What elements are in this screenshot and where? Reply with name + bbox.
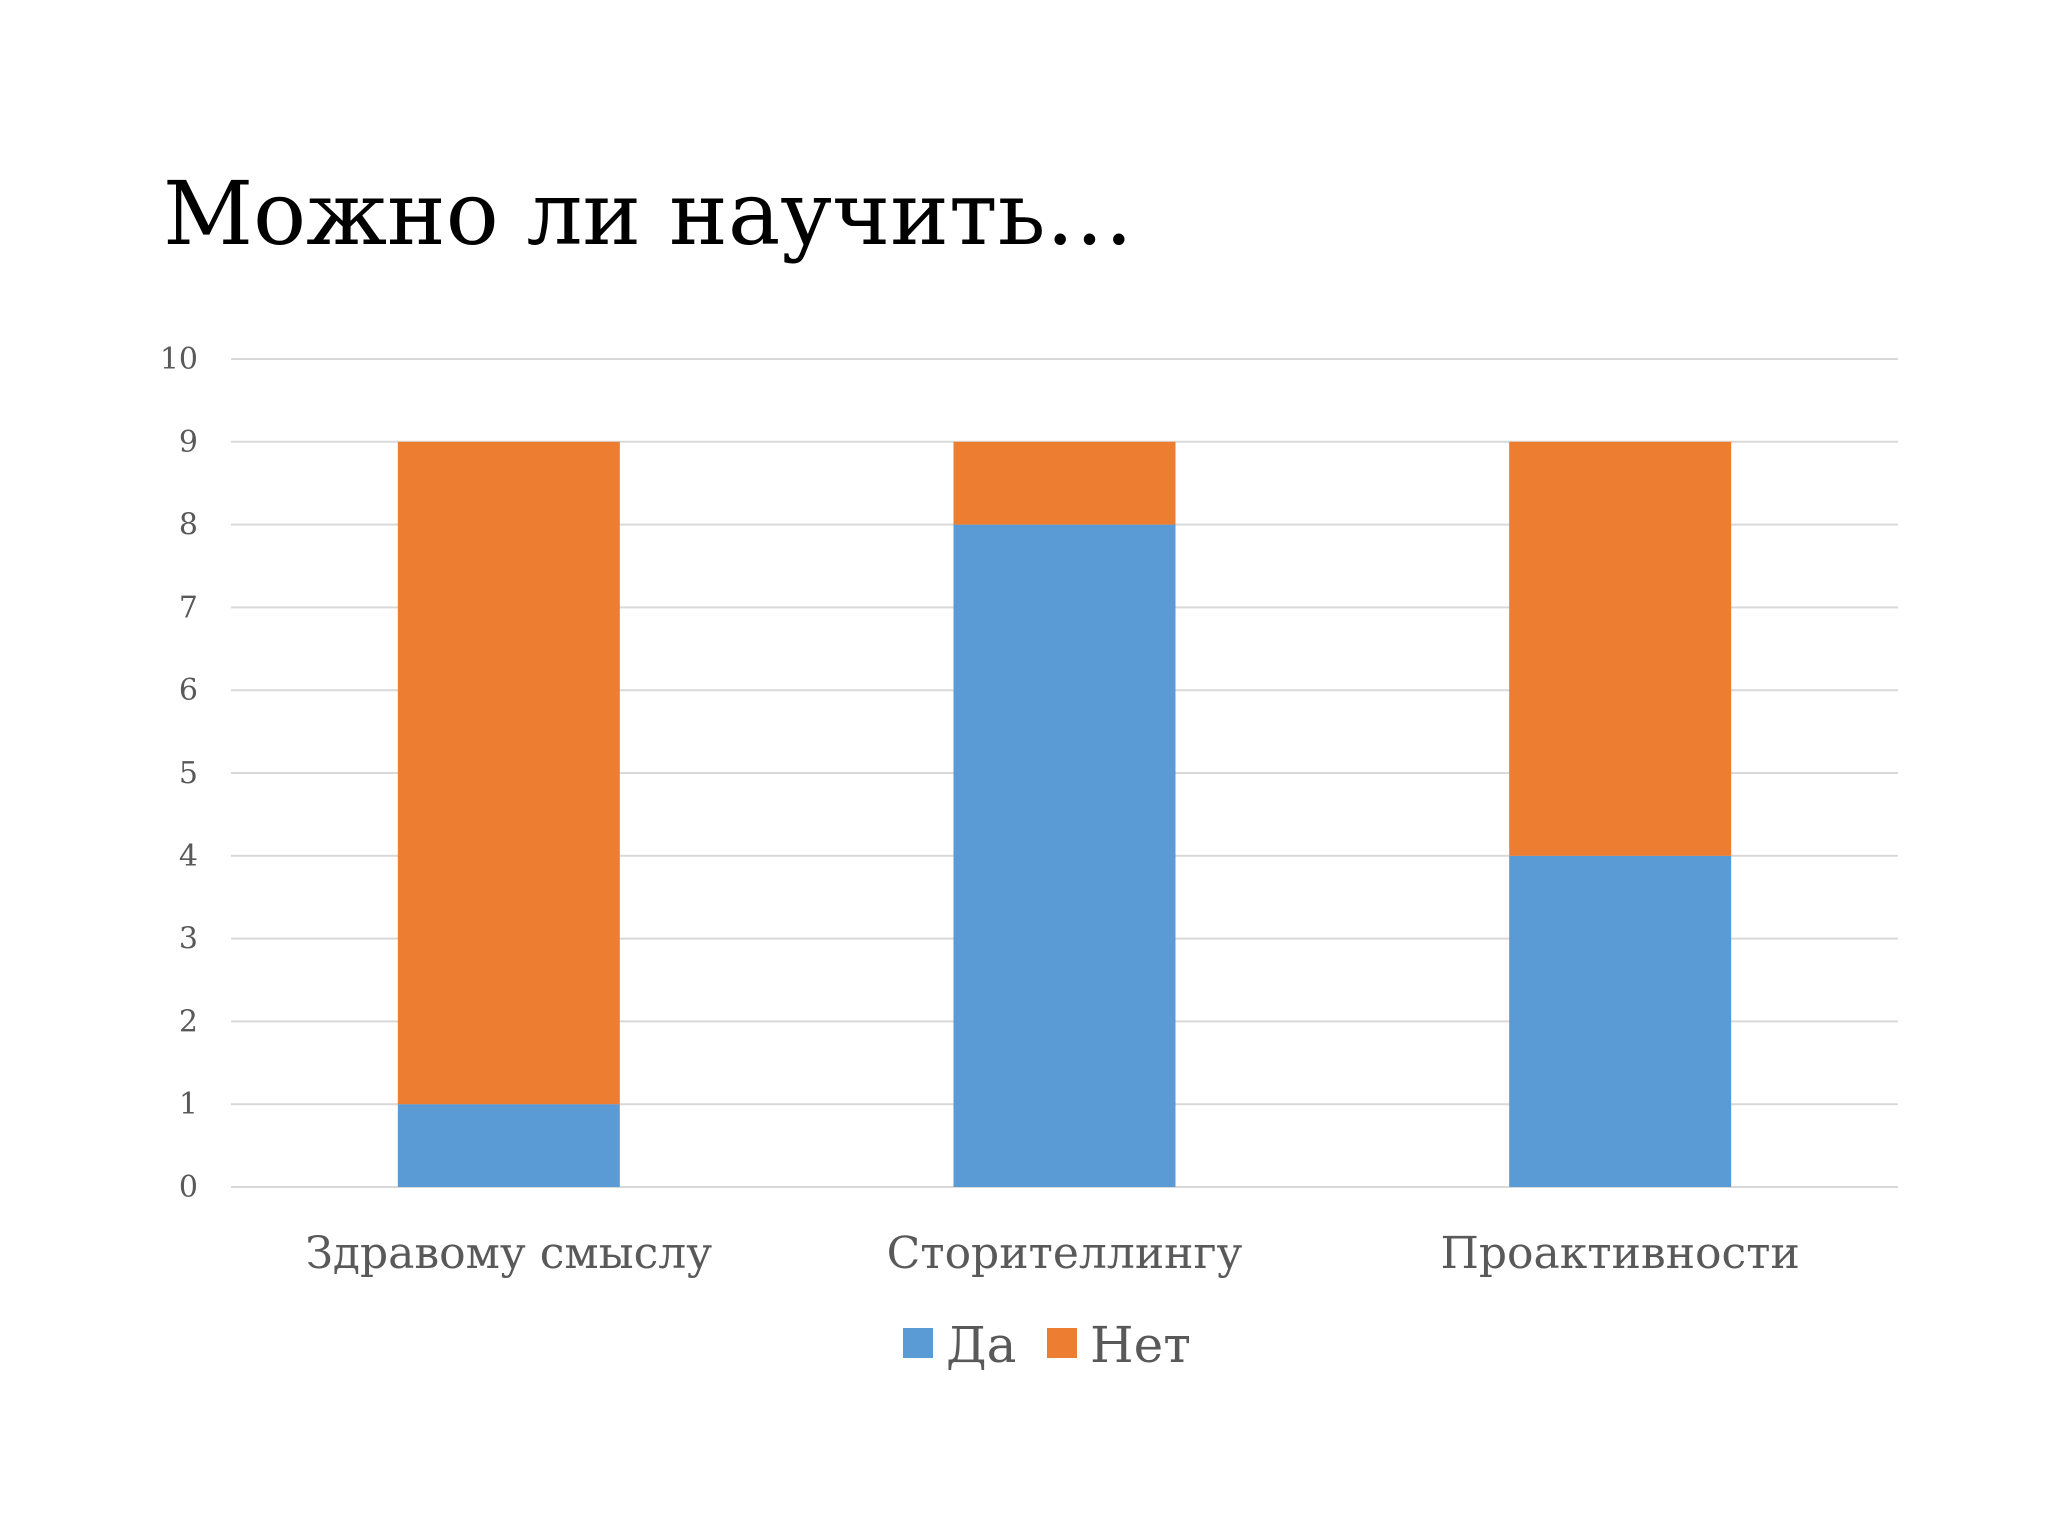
bar-da-0 [397,1104,620,1187]
bar-net-1 [953,441,1176,525]
bar-net-0 [397,441,620,1105]
y-tick-label: 2 [179,1004,198,1039]
y-tick-label: 1 [179,1087,198,1122]
category-label: Сторителлингу [887,1228,1243,1279]
legend-swatch-da [903,1328,933,1358]
category-label: Проактивности [1441,1228,1800,1279]
bar-da-1 [953,524,1176,1187]
y-tick-label: 3 [179,922,198,957]
y-tick-label: 9 [179,425,198,460]
y-tick-label: 7 [179,590,198,625]
y-tick-label: 6 [179,673,198,708]
y-tick-label: 0 [179,1170,198,1205]
category-label: Здравому смыслу [306,1228,713,1279]
slide-title: Можно ли научить… [163,162,1134,265]
legend-label-net: Нет [1090,1316,1191,1374]
y-tick-label: 5 [179,756,198,791]
bar-da-2 [1509,855,1732,1187]
category-labels: Здравому смыслу Сторителлингу Проактивност… [306,1228,1800,1279]
y-tick-label: 4 [179,839,198,874]
bars [397,441,1732,1187]
bar-net-2 [1509,441,1732,856]
legend: Да Нет [903,1316,1191,1374]
legend-label-da: Да [946,1316,1016,1374]
y-tick-label: 10 [160,342,198,377]
legend-swatch-net [1047,1328,1077,1358]
y-axis-ticks: 0 1 2 3 4 5 6 7 8 9 10 [160,342,198,1205]
y-tick-label: 8 [179,508,198,543]
